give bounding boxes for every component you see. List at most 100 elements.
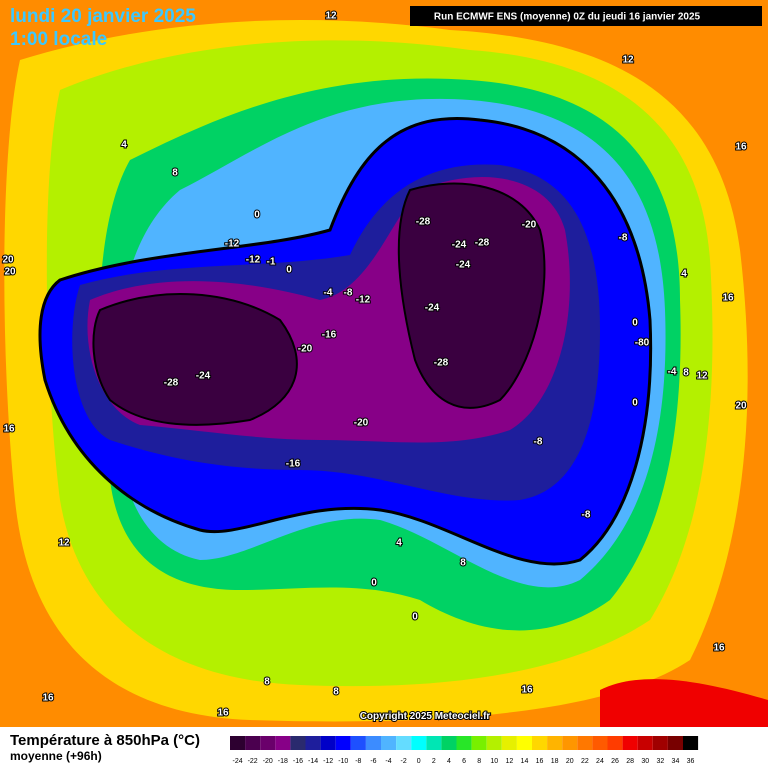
map-label: 8 (683, 368, 689, 379)
color-swatch (260, 736, 276, 750)
map-label: 12 (622, 55, 634, 66)
color-swatch (230, 736, 246, 750)
scale-label: -10 (338, 758, 348, 765)
color-swatch (622, 736, 638, 750)
map-label: -24 (452, 240, 467, 251)
color-swatch (667, 736, 683, 750)
scale-label: 4 (447, 758, 451, 765)
map-label: 4 (121, 140, 127, 151)
map-label: -24 (425, 303, 440, 314)
scale-label: 32 (656, 758, 664, 765)
color-swatch (290, 736, 306, 750)
map-label: 16 (713, 643, 725, 654)
scale-label: 28 (626, 758, 634, 765)
date-title: lundi 20 janvier 2025 (10, 6, 196, 27)
map-label: 12 (325, 11, 337, 22)
color-swatch (275, 736, 291, 750)
map (0, 0, 768, 727)
scale-label: 30 (641, 758, 649, 765)
map-label: 20 (2, 255, 14, 266)
map-label: 20 (735, 401, 747, 412)
map-label: 8 (460, 558, 466, 569)
map-label: 0 (632, 318, 638, 329)
color-swatch (652, 736, 668, 750)
scale-label: -12 (323, 758, 333, 765)
map-label: -24 (456, 260, 471, 271)
map-label: 8 (264, 677, 270, 688)
color-swatch (305, 736, 321, 750)
scale-label: -22 (248, 758, 258, 765)
scale-label: -24 (232, 758, 242, 765)
scale-label: 0 (417, 758, 421, 765)
scale-label: 2 (432, 758, 436, 765)
map-label: -80 (635, 338, 650, 349)
core-zone (93, 183, 545, 425)
legend-subtitle: moyenne (+96h) (10, 749, 102, 763)
time-title: 1:00 locale (10, 29, 107, 50)
map-label: -12 (356, 295, 371, 306)
map-label: 16 (521, 685, 533, 696)
map-label: 0 (412, 612, 418, 623)
map-label: 20 (4, 267, 16, 278)
scale-label: -14 (308, 758, 318, 765)
map-label: -20 (298, 344, 313, 355)
scale-label: 6 (462, 758, 466, 765)
color-scale: -24 -22 -20 -18 -16 -14 -12 -10 -8 -6 -4 -2 0 2 4 6 8 10 1… (230, 736, 699, 765)
copyright: Copyright 2025 Meteociel.fr (360, 711, 491, 722)
map-label: -28 (434, 358, 449, 369)
scale-label: 14 (521, 758, 529, 765)
color-swatch (426, 736, 442, 750)
color-swatch (320, 736, 336, 750)
color-swatch (350, 736, 366, 750)
color-swatch (637, 736, 653, 750)
map-label: -8 (344, 288, 353, 299)
map-label: 0 (632, 398, 638, 409)
map-label: -1 (267, 257, 276, 268)
map-label: 0 (371, 578, 377, 589)
legend-title: Température à 850hPa (°C) (10, 732, 200, 749)
map-label: -16 (286, 459, 301, 470)
scale-label: -18 (278, 758, 288, 765)
map-label: 8 (172, 168, 178, 179)
scale-label: -2 (401, 758, 407, 765)
scale-label: -16 (293, 758, 303, 765)
map-label: 0 (286, 265, 292, 276)
map-label: 12 (58, 538, 70, 549)
color-swatch (335, 736, 351, 750)
map-label: 4 (396, 538, 402, 549)
color-swatch (683, 736, 699, 750)
scale-label: -20 (263, 758, 273, 765)
color-swatch (547, 736, 563, 750)
color-swatch (532, 736, 548, 750)
scale-label: 24 (596, 758, 604, 765)
scale-label: 10 (490, 758, 498, 765)
run-banner (410, 6, 762, 26)
hot-zone (600, 679, 768, 727)
map-label: -24 (196, 371, 211, 382)
contour-line (38, 117, 653, 566)
map-label: -4 (324, 288, 333, 299)
map-label: 16 (722, 293, 734, 304)
color-swatch (381, 736, 397, 750)
color-swatch (471, 736, 487, 750)
scale-label: 26 (611, 758, 619, 765)
map-label: 4 (681, 269, 687, 280)
map-label: -8 (534, 437, 543, 448)
color-swatch (501, 736, 517, 750)
map-label: 8 (333, 687, 339, 698)
map-label: -8 (582, 510, 591, 521)
color-swatch (562, 736, 578, 750)
scale-label: -6 (370, 758, 376, 765)
scale-label: 16 (536, 758, 544, 765)
map-label: 16 (217, 708, 229, 719)
color-swatch (245, 736, 261, 750)
color-swatch (456, 736, 472, 750)
color-swatch (486, 736, 502, 750)
map-label: 12 (696, 371, 708, 382)
scale-label: -4 (385, 758, 391, 765)
map-label: -12 (225, 239, 240, 250)
scale-label: 34 (672, 758, 680, 765)
scale-label: 22 (581, 758, 589, 765)
